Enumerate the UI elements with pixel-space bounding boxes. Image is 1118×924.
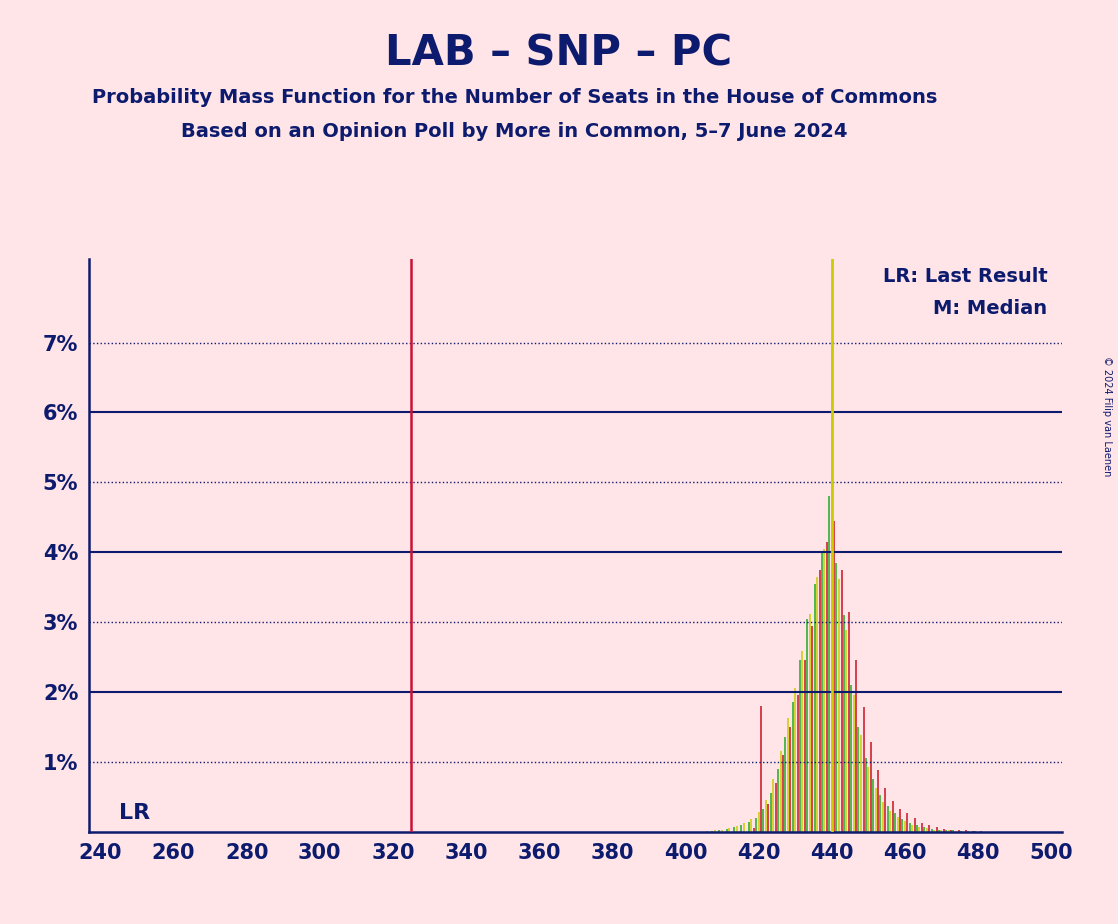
Text: LR: LR <box>119 803 150 823</box>
Text: Probability Mass Function for the Number of Seats in the House of Commons: Probability Mass Function for the Number… <box>92 88 937 107</box>
Text: LAB – SNP – PC: LAB – SNP – PC <box>386 32 732 74</box>
Text: Based on an Opinion Poll by More in Common, 5–7 June 2024: Based on an Opinion Poll by More in Comm… <box>181 122 847 141</box>
Text: LR: Last Result: LR: Last Result <box>883 267 1048 286</box>
Text: © 2024 Filip van Laenen: © 2024 Filip van Laenen <box>1102 356 1112 476</box>
Text: M: Median: M: Median <box>934 298 1048 318</box>
